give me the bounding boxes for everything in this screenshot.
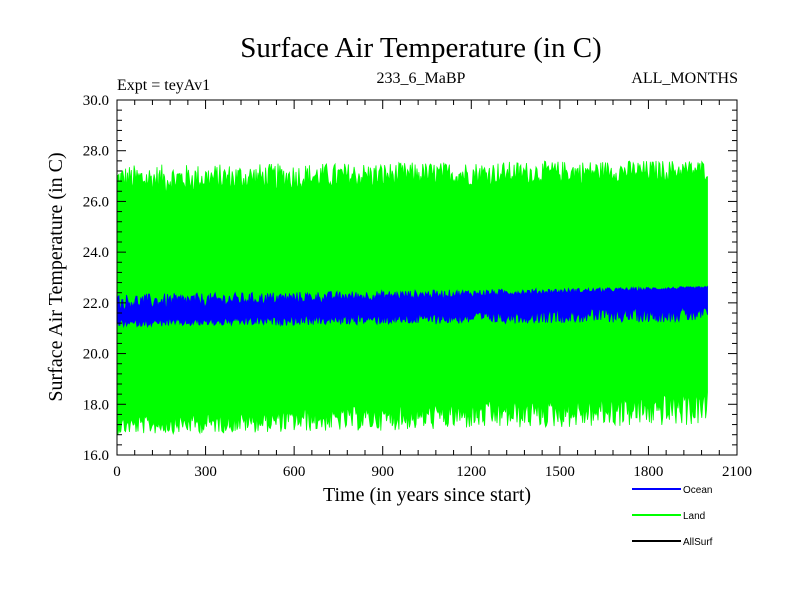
y-tick-label: 30.0 (83, 93, 109, 109)
x-tick-label: 1500 (545, 464, 575, 480)
experiment-label: Expt = teyAv1 (117, 77, 210, 94)
x-tick-label: 600 (283, 464, 306, 480)
months-label: ALL_MONTHS (631, 70, 738, 87)
legend-label: Land (683, 511, 705, 522)
x-tick-label: 1200 (456, 464, 486, 480)
y-tick-label: 20.0 (83, 347, 109, 363)
x-axis-label: Time (in years since start) (323, 484, 531, 506)
x-tick-label: 0 (113, 464, 121, 480)
y-tick-label: 22.0 (83, 296, 109, 312)
series-ocean (116, 285, 708, 329)
x-tick-label: 900 (371, 464, 394, 480)
y-tick-label: 18.0 (83, 397, 109, 413)
legend-item-land: Land (632, 511, 705, 522)
y-axis-label: Surface Air Temperature (in C) (45, 152, 67, 401)
y-tick-label: 26.0 (83, 194, 109, 210)
y-tick-label: 24.0 (83, 245, 109, 261)
y-tick-labels: 16.0 18.0 20.0 22.0 24.0 26.0 28.0 30.0 (83, 93, 109, 464)
legend-item-ocean: Ocean (632, 485, 712, 496)
x-tick-label: 1800 (633, 464, 663, 480)
plot-frame (116, 99, 738, 456)
series-layer (116, 160, 708, 436)
x-tick-label: 2100 (722, 464, 752, 480)
y-tick-label: 28.0 (83, 144, 109, 160)
legend-label: Ocean (683, 485, 712, 496)
legend: Ocean Land AllSurf (632, 485, 713, 548)
chart-title: Surface Air Temperature (in C) (240, 32, 601, 64)
legend-item-allsurf: AllSurf (632, 537, 713, 548)
legend-label: AllSurf (683, 537, 713, 548)
x-tick-labels: 0 300 600 900 1200 1500 1800 2100 (113, 464, 752, 480)
period-label: 233_6_MaBP (377, 70, 466, 87)
x-tick-label: 300 (194, 464, 217, 480)
y-tick-label: 16.0 (83, 448, 109, 464)
